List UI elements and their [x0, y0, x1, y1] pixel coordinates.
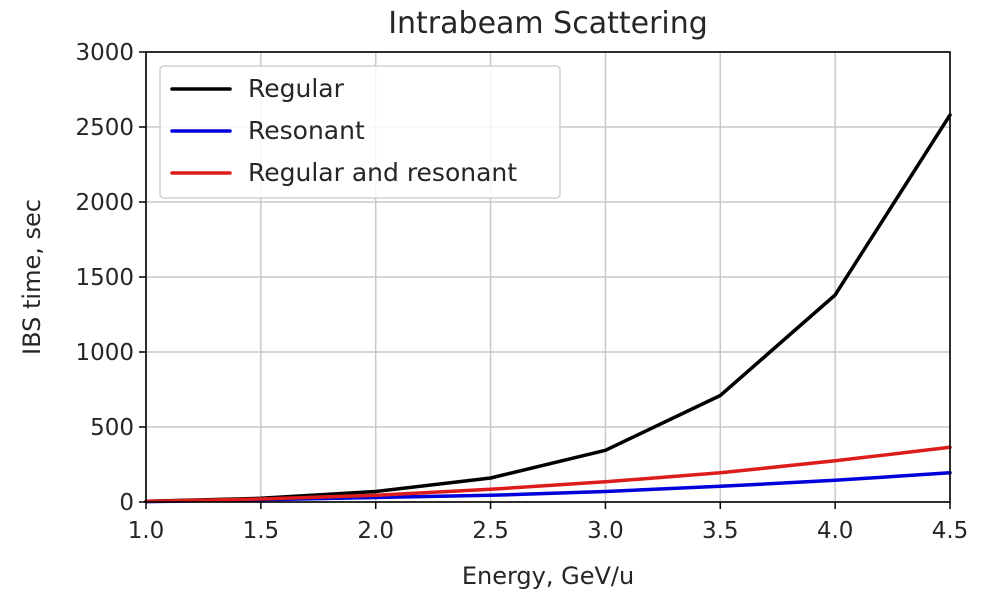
chart-title: Intrabeam Scattering [388, 6, 708, 41]
legend-frame [159, 65, 561, 199]
x-tick-label: 2.0 [357, 518, 394, 544]
y-tick-label: 2000 [75, 190, 134, 216]
y-tick-label: 3000 [75, 40, 134, 66]
legend-label-regular: Regular [248, 74, 345, 103]
y-tick-label: 2500 [75, 115, 134, 141]
x-tick-label: 4.0 [817, 518, 854, 544]
legend: Regular Resonant Regular and resonant [159, 65, 561, 199]
y-axis-label: IBS time, sec [18, 199, 46, 355]
x-tick-label: 3.0 [587, 518, 624, 544]
x-tick-label: 1.0 [128, 518, 165, 544]
x-axis-label: Energy, GeV/u [462, 562, 634, 590]
x-tick-label: 4.5 [932, 518, 969, 544]
x-tick-label: 2.5 [472, 518, 509, 544]
legend-label-resonant: Resonant [248, 116, 365, 145]
legend-label-regular-and-resonant: Regular and resonant [248, 158, 517, 187]
y-tick-label: 1000 [75, 340, 134, 366]
series-line-regular-and-resonant [144, 445, 952, 504]
series-lines [144, 113, 952, 504]
y-tick-label: 1500 [75, 265, 134, 291]
axis-ticks: 1.0 1.5 2.0 2.5 3.0 3.5 4.0 4.5 0 500 1000 1500 2000… [75, 40, 968, 544]
x-tick-label: 1.5 [243, 518, 280, 544]
y-tick-label: 500 [90, 415, 134, 441]
x-tick-label: 3.5 [702, 518, 739, 544]
y-tick-label: 0 [119, 490, 134, 516]
